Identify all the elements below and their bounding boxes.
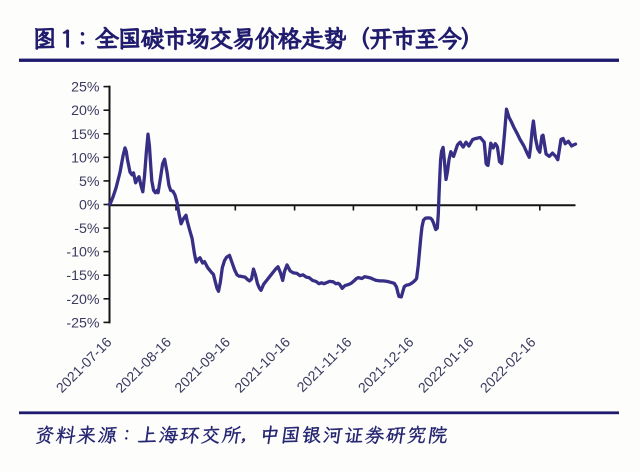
svg-text:15%: 15% bbox=[71, 127, 100, 143]
svg-text:-15%: -15% bbox=[66, 268, 100, 284]
svg-text:5%: 5% bbox=[79, 174, 100, 190]
svg-text:-20%: -20% bbox=[66, 292, 100, 308]
svg-text:-5%: -5% bbox=[74, 221, 100, 237]
svg-text:10%: 10% bbox=[71, 150, 100, 166]
svg-text:25%: 25% bbox=[71, 80, 100, 96]
svg-text:-10%: -10% bbox=[66, 245, 100, 261]
svg-text:20%: 20% bbox=[71, 103, 100, 119]
svg-text:-25%: -25% bbox=[66, 315, 100, 331]
svg-text:0%: 0% bbox=[79, 198, 100, 214]
